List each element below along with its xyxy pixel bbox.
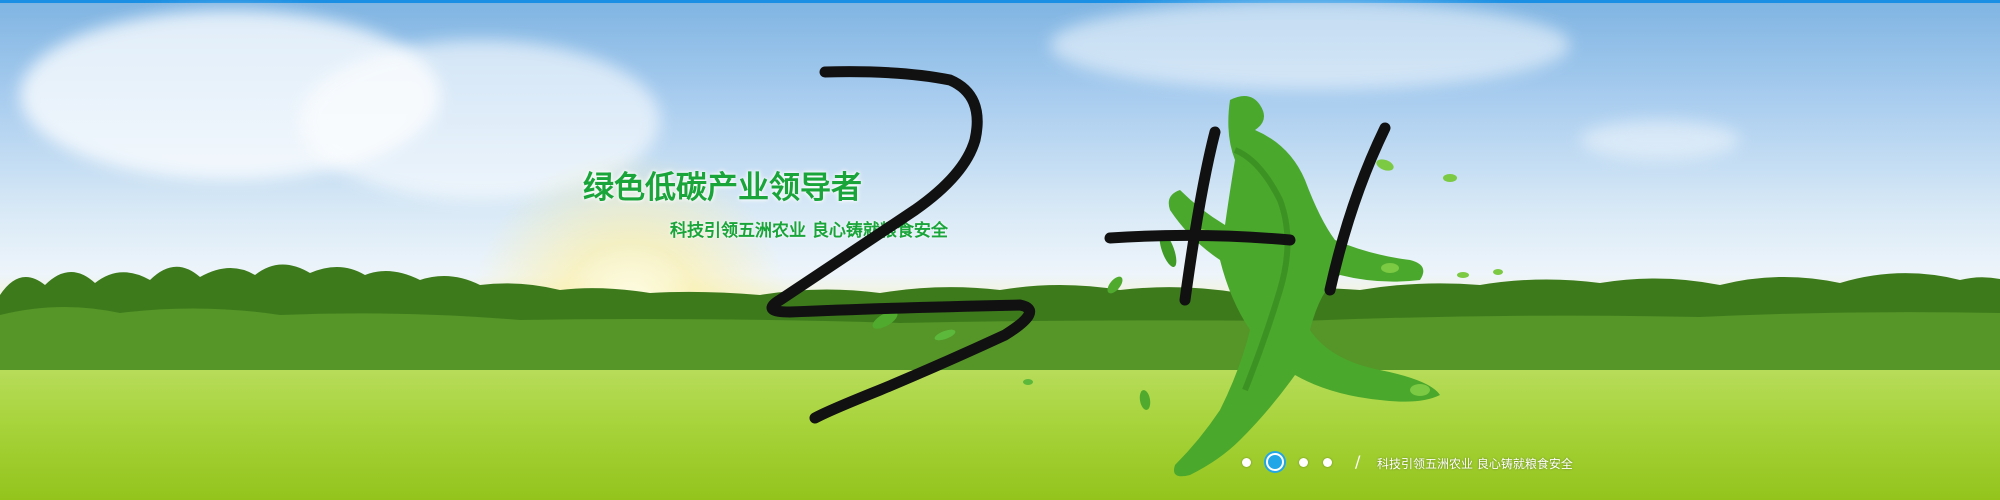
slide-pager <box>1242 453 1332 471</box>
tree-line <box>0 264 2000 375</box>
pager-dot-1[interactable] <box>1242 457 1251 467</box>
pager-dot-2[interactable] <box>1266 453 1284 471</box>
cloud <box>1050 0 1570 90</box>
cloud <box>1580 120 1740 160</box>
top-accent-line <box>0 0 2000 3</box>
slide-caption: 科技引领五洲农业 良心铸就粮食安全 <box>1377 457 1573 471</box>
banner-headline: 绿色低碳产业领导者 <box>583 170 862 206</box>
pager-dot-3[interactable] <box>1299 457 1308 467</box>
pager-dot-4[interactable] <box>1323 457 1332 467</box>
green-field <box>0 370 2000 500</box>
pager-separator: / <box>1355 452 1361 471</box>
